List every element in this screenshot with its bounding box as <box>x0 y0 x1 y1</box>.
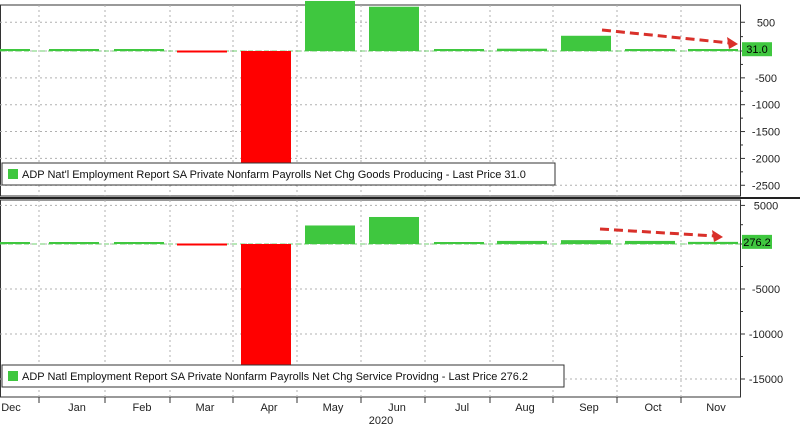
x-year-label: 2020 <box>369 415 393 426</box>
y-tick-label: -10000 <box>749 329 783 341</box>
bar-apr <box>241 51 291 166</box>
x-tick-label-dec: Dec <box>1 402 21 414</box>
last-price-label: 276.2 <box>743 237 771 249</box>
axis-layer: 5000-500-1000-1500-2000-250031.050000-50… <box>1 17 783 426</box>
bar-apr <box>241 244 291 367</box>
trend-arrow-head <box>712 230 723 242</box>
x-tick-label-mar: Mar <box>196 402 215 414</box>
bar-oct <box>625 49 675 51</box>
bar-jan <box>49 242 99 244</box>
panel-border <box>0 199 741 398</box>
bar-jul <box>434 49 484 51</box>
bar-mar <box>177 50 227 53</box>
x-tick-label-aug: Aug <box>515 402 535 414</box>
y-tick-label: -1000 <box>752 100 780 112</box>
x-tick-label-sep: Sep <box>579 402 599 414</box>
bar-feb <box>114 49 164 51</box>
y-tick-label: -2500 <box>752 180 780 192</box>
trend-arrow-line <box>601 28 731 45</box>
bar-jan <box>49 49 99 51</box>
trend-arrow-layer <box>599 28 738 242</box>
x-tick-label-may: May <box>323 402 344 414</box>
panel-border <box>0 4 741 197</box>
legend-label: ADP Natl Employment Report SA Private No… <box>22 371 528 383</box>
x-tick-label-feb: Feb <box>133 402 152 414</box>
bar-nov <box>688 241 738 244</box>
trend-arrow-head <box>727 37 738 49</box>
bars-layer <box>0 0 738 367</box>
legend-swatch <box>8 169 18 179</box>
last-price-box <box>742 42 772 57</box>
x-tick-label-apr: Apr <box>260 402 277 414</box>
y-tick-label: -1500 <box>752 127 780 139</box>
legend-layer: ADP Nat'l Employment Report SA Private N… <box>1 162 565 388</box>
bar-jun <box>369 216 419 244</box>
x-tick-label-oct: Oct <box>644 402 661 414</box>
legend-swatch <box>8 371 18 381</box>
bar-jul <box>434 242 484 244</box>
y-tick-label: -500 <box>755 73 777 85</box>
y-tick-label: -2000 <box>752 153 780 165</box>
bar-sep <box>561 35 611 51</box>
legend-box <box>1 162 556 186</box>
x-tick-label-nov: Nov <box>706 402 726 414</box>
grid-layer <box>0 4 800 398</box>
bar-aug <box>497 48 547 51</box>
legend-label: ADP Nat'l Employment Report SA Private N… <box>22 169 526 181</box>
bar-aug <box>497 240 547 244</box>
last-price-label: 31.0 <box>746 44 767 56</box>
bar-dec <box>0 242 30 244</box>
bar-may <box>305 0 355 52</box>
x-tick-label-jun: Jun <box>388 402 406 414</box>
legend-box <box>1 364 565 388</box>
bar-feb <box>114 242 164 244</box>
y-tick-label: 500 <box>757 17 775 29</box>
x-tick-label-jan: Jan <box>68 402 86 414</box>
bar-jun <box>369 6 419 52</box>
bar-sep <box>561 240 611 244</box>
trend-arrow-line <box>599 227 716 238</box>
bar-oct <box>625 240 675 244</box>
bar-nov <box>688 49 738 51</box>
bar-mar <box>177 243 227 246</box>
y-tick-label: -15000 <box>749 374 783 386</box>
y-tick-label: -5000 <box>752 284 780 296</box>
y-tick-label: 5000 <box>754 200 778 212</box>
bar-dec <box>0 49 30 51</box>
last-price-box <box>742 234 772 249</box>
bar-may <box>305 225 355 244</box>
x-tick-label-jul: Jul <box>455 402 469 414</box>
